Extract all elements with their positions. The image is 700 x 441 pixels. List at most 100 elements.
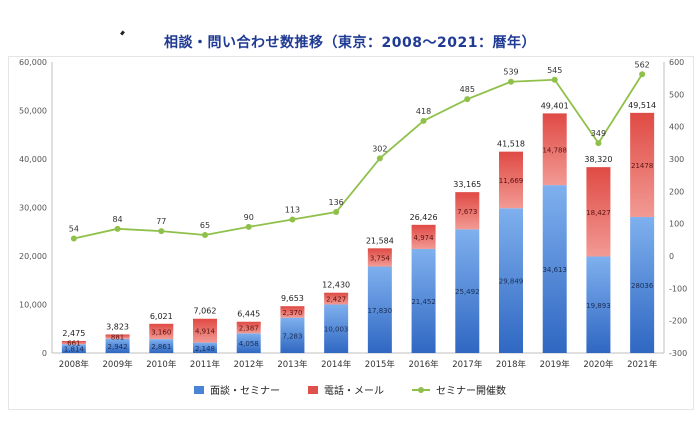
label-face-seminar: 34,613 — [542, 266, 567, 274]
left-tick-label: 0 — [42, 349, 47, 358]
label-total: 12,430 — [322, 281, 350, 290]
x-tick-label: 2014年 — [321, 359, 352, 370]
seminar-label: 77 — [156, 217, 166, 226]
label-face-seminar: 28036 — [631, 282, 654, 290]
seminar-point — [70, 235, 77, 242]
seminar-label: 136 — [329, 198, 344, 207]
seminar-point — [333, 209, 340, 216]
x-tick-label: 2013年 — [277, 359, 308, 370]
left-tick-label: 50,000 — [19, 107, 47, 116]
seminar-point — [595, 140, 602, 147]
seminar-label: 302 — [372, 144, 387, 153]
seminar-point — [158, 228, 165, 235]
seminar-point — [420, 117, 427, 124]
label-phone-mail: 4,974 — [414, 234, 435, 242]
seminar-point — [464, 96, 471, 103]
right-tick-label: -300 — [669, 349, 687, 358]
x-tick-label: 2011年 — [190, 359, 221, 370]
seminar-line — [73, 73, 643, 240]
x-tick-label: 2015年 — [365, 359, 396, 370]
seminar-label: 562 — [635, 60, 650, 69]
label-total: 9,653 — [281, 294, 304, 303]
bar-face-seminar — [324, 304, 349, 353]
label-face-seminar: 17,830 — [368, 307, 393, 315]
bar-face-seminar — [193, 342, 217, 353]
seminar-point — [639, 71, 646, 78]
label-phone-mail: 2,387 — [239, 325, 259, 333]
bar-face-seminar — [105, 338, 130, 353]
left-tick-label: 20,000 — [19, 252, 47, 261]
label-phone-mail: 11,669 — [499, 177, 524, 185]
bar-phone-mail — [586, 167, 611, 257]
seminar-point — [508, 78, 514, 85]
bar-phone-mail — [367, 248, 392, 267]
label-total: 38,320 — [584, 155, 612, 164]
bar-face-seminar — [236, 333, 261, 353]
seminar-point — [551, 76, 558, 83]
left-tick-label: 30,000 — [19, 204, 47, 213]
seminar-point — [202, 231, 208, 238]
seminar-label: 545 — [547, 66, 562, 75]
label-face-seminar: 29,849 — [499, 278, 524, 286]
label-total: 41,518 — [497, 140, 525, 149]
right-tick-label: 400 — [669, 123, 684, 132]
legend-swatch-face — [194, 385, 204, 394]
right-tick-label: 0 — [669, 252, 674, 261]
seminar-label: 90 — [244, 213, 254, 222]
seminar-label: 485 — [460, 85, 475, 94]
label-face-seminar: 19,893 — [586, 302, 611, 310]
label-total: 6,021 — [150, 312, 173, 321]
label-phone-mail: 881 — [111, 334, 124, 342]
seminar-label: 539 — [503, 68, 518, 77]
x-tick-label: 2017年 — [452, 359, 483, 370]
bar-phone-mail — [61, 340, 86, 345]
bar-face-seminar — [61, 344, 86, 353]
right-tick-label: 100 — [669, 220, 684, 229]
bar-face-seminar — [280, 317, 305, 353]
x-tick-label: 2018年 — [496, 359, 527, 370]
right-tick-label: 500 — [669, 90, 684, 99]
seminar-label: 418 — [416, 107, 431, 116]
bar-phone-mail — [105, 334, 130, 339]
x-tick-label: 2020年 — [583, 359, 614, 370]
label-phone-mail: 21478 — [631, 162, 653, 170]
x-tick-label: 2009年 — [103, 359, 134, 370]
bar-phone-mail — [149, 323, 174, 340]
label-face-seminar: 2,942 — [108, 343, 128, 351]
label-phone-mail: 14,788 — [542, 146, 567, 154]
right-tick-label: -200 — [669, 317, 687, 326]
bar-face-seminar — [586, 256, 611, 353]
bar-phone-mail — [499, 151, 523, 209]
bar-face-seminar — [499, 208, 523, 353]
label-total: 49,401 — [541, 101, 569, 110]
label-total: 6,445 — [237, 310, 260, 319]
left-tick-label: 10,000 — [19, 301, 47, 310]
x-tick-label: 2012年 — [234, 359, 265, 370]
label-face-seminar: 21,452 — [411, 298, 436, 306]
legend-label-seminar: セミナー開催数 — [436, 386, 506, 397]
legend-swatch-phone — [308, 385, 318, 394]
seminar-label: 65 — [200, 221, 210, 230]
legend-item-face: 面談・セミナー — [194, 382, 280, 397]
x-tick-label: 2021年 — [627, 359, 658, 370]
seminar-label: 349 — [591, 129, 606, 138]
right-tick-label: -100 — [669, 284, 687, 293]
bar-phone-mail — [280, 306, 305, 318]
bar-face-seminar — [630, 217, 655, 353]
label-face-seminar: 2,148 — [195, 345, 215, 353]
seminar-point — [245, 223, 252, 230]
label-phone-mail: 18,427 — [586, 209, 611, 217]
seminar-label: 54 — [69, 225, 79, 234]
legend-swatch-seminar — [412, 385, 430, 395]
label-face-seminar: 25,492 — [455, 288, 480, 296]
legend-label-face: 面談・セミナー — [210, 386, 280, 397]
right-tick-label: 600 — [669, 58, 684, 67]
bar-phone-mail — [236, 321, 261, 334]
right-tick-label: 200 — [669, 187, 684, 196]
label-face-seminar: 10,003 — [324, 326, 349, 334]
legend-item-phone: 電話・メール — [308, 382, 384, 397]
left-tick-label: 40,000 — [19, 155, 47, 164]
bar-phone-mail — [542, 113, 567, 186]
label-phone-mail: 2,427 — [326, 296, 346, 304]
seminar-point — [376, 155, 383, 162]
